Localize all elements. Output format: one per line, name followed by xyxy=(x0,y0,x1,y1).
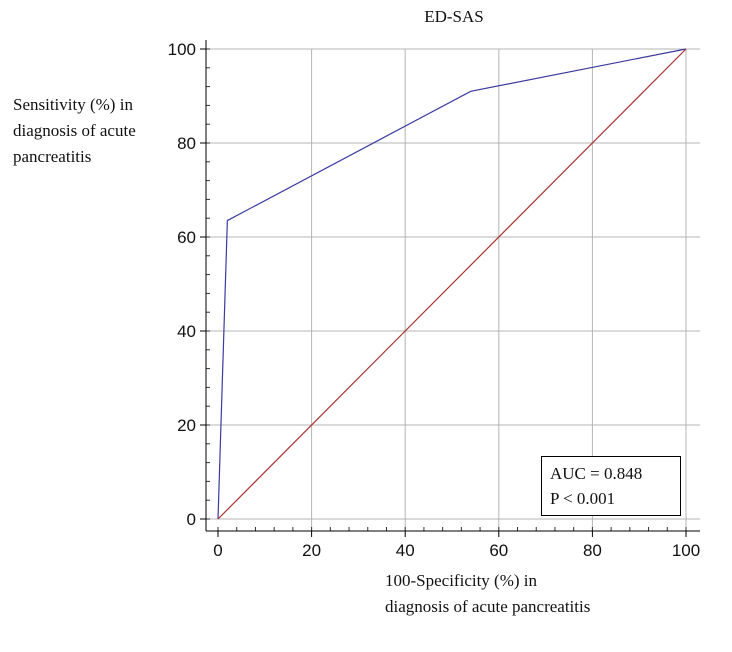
p-value: P < 0.001 xyxy=(550,489,616,508)
reference-diagonal-line xyxy=(217,48,687,520)
x-tick-label: 20 xyxy=(302,541,321,560)
auc-annotation: AUC = 0.848 P < 0.001 xyxy=(541,456,681,516)
minor-ticks xyxy=(206,48,687,531)
x-tick-label: 100 xyxy=(672,541,700,560)
y-tick-label: 20 xyxy=(177,416,196,435)
x-tick-label: 0 xyxy=(213,541,222,560)
roc-curve-line xyxy=(217,48,687,520)
y-tick-label: 0 xyxy=(187,510,196,529)
y-axis-label: Sensitivity (%) in diagnosis of acute pa… xyxy=(13,95,136,166)
tick-labels: 0 20 40 60 80 100 0 20 40 60 80 100 xyxy=(168,40,701,560)
x-tick-label: 80 xyxy=(583,541,602,560)
y-tick-label: 100 xyxy=(168,40,196,59)
grid-lines xyxy=(206,48,700,531)
series-group xyxy=(217,48,687,520)
y-tick-label: 60 xyxy=(177,228,196,247)
x-tick-label: 60 xyxy=(489,541,508,560)
y-tick-label: 40 xyxy=(177,322,196,341)
axes xyxy=(200,40,700,537)
auc-value: AUC = 0.848 xyxy=(550,464,643,483)
x-axis-label: 100-Specificity (%) in diagnosis of acut… xyxy=(385,571,591,616)
x-tick-label: 40 xyxy=(396,541,415,560)
chart-title: ED-SAS xyxy=(424,7,484,26)
y-tick-label: 80 xyxy=(177,134,196,153)
